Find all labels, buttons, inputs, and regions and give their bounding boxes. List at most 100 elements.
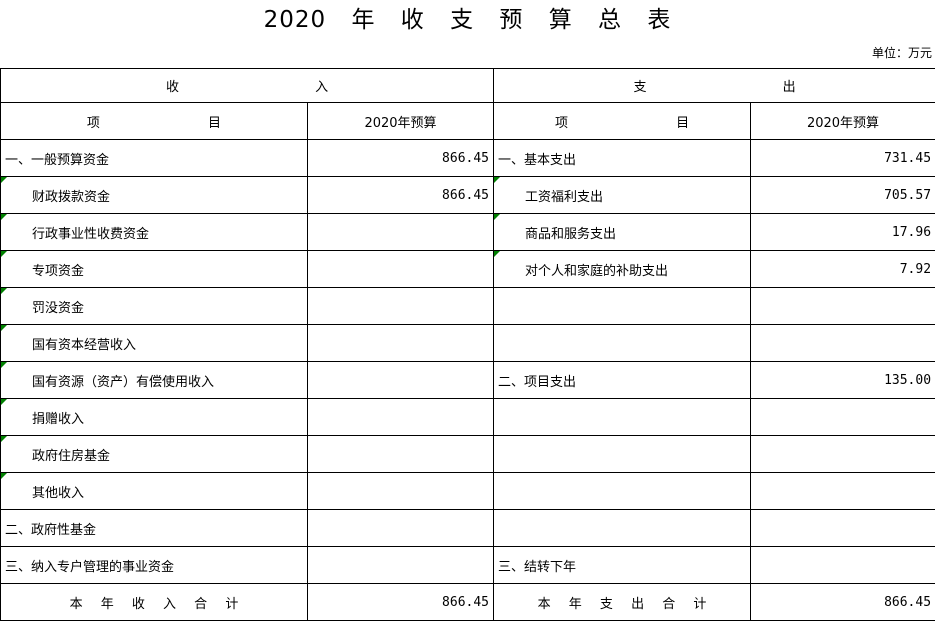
budget-table: 收 入 支 出 项 目 2020年预算 项 目 2020年预算 一、一般预算资金…: [0, 68, 935, 621]
totals-row: 本 年 收 入 合 计 866.45 本 年 支 出 合 计 866.45: [1, 584, 935, 621]
income-item-label: 罚没资金: [1, 297, 84, 316]
green-corner-marker-icon: [1, 214, 7, 220]
expense-item-cell: 一、基本支出: [494, 140, 751, 177]
expense-value-cell: 705.57: [751, 177, 935, 214]
page-title: 2020 年 收 支 预 算 总 表: [0, 5, 935, 35]
income-item-label: 二、政府性基金: [1, 519, 96, 538]
unit-label: 单位：万元: [0, 46, 932, 60]
expense-item-cell: 商品和服务支出: [494, 214, 751, 251]
income-item-label: 国有资本经营收入: [1, 334, 136, 353]
expense-item-cell: 工资福利支出: [494, 177, 751, 214]
income-item-cell: 二、政府性基金: [1, 510, 308, 547]
income-item-cell: 三、纳入专户管理的事业资金: [1, 547, 308, 584]
income-item-label: 政府住房基金: [1, 445, 110, 464]
green-corner-marker-icon: [1, 288, 7, 294]
table-row: 行政事业性收费资金 商品和服务支出 17.96: [1, 214, 935, 251]
income-value-cell: [308, 547, 494, 584]
income-item-label: 一、一般预算资金: [1, 149, 109, 168]
income-value-cell: [308, 510, 494, 547]
expense-item-label: 三、结转下年: [494, 556, 576, 575]
green-corner-marker-icon: [494, 251, 500, 257]
expense-value-cell: 731.45: [751, 140, 935, 177]
expense-item-cell: [494, 288, 751, 325]
expense-value-cell: 17.96: [751, 214, 935, 251]
expense-value-cell: [751, 399, 935, 436]
expense-item-cell: 二、项目支出: [494, 362, 751, 399]
green-corner-marker-icon: [494, 214, 500, 220]
income-item-column-header: 项 目: [1, 103, 308, 140]
expense-budget-column-header: 2020年预算: [751, 103, 935, 140]
expense-total-label: 本 年 支 出 合 计: [538, 593, 707, 612]
expense-item-label: 商品和服务支出: [494, 223, 616, 242]
income-total-label: 本 年 收 入 合 计: [70, 593, 239, 612]
green-corner-marker-icon: [1, 325, 7, 331]
income-item-label: 行政事业性收费资金: [1, 223, 149, 242]
table-row: 二、政府性基金: [1, 510, 935, 547]
income-item-cell: 罚没资金: [1, 288, 308, 325]
income-value-cell: [308, 251, 494, 288]
table-row: 其他收入: [1, 473, 935, 510]
table-row: 专项资金 对个人和家庭的补助支出 7.92: [1, 251, 935, 288]
income-total-value-cell: 866.45: [308, 584, 494, 621]
expense-item-cell: [494, 399, 751, 436]
income-value-cell: [308, 325, 494, 362]
column-header-row: 项 目 2020年预算 项 目 2020年预算: [1, 103, 935, 140]
expense-item-cell: [494, 473, 751, 510]
income-item-cell: 国有资本经营收入: [1, 325, 308, 362]
green-corner-marker-icon: [1, 436, 7, 442]
expense-value-cell: [751, 547, 935, 584]
table-row: 捐赠收入: [1, 399, 935, 436]
income-item-cell: 国有资源（资产）有偿使用收入: [1, 362, 308, 399]
expense-value-cell: [751, 325, 935, 362]
income-item-label: 专项资金: [1, 260, 84, 279]
expense-value-cell: [751, 436, 935, 473]
income-item-cell: 财政拨款资金: [1, 177, 308, 214]
income-item-cell: 捐赠收入: [1, 399, 308, 436]
expense-total-label-cell: 本 年 支 出 合 计: [494, 584, 751, 621]
expense-item-label: 对个人和家庭的补助支出: [494, 260, 668, 279]
expense-item-cell: 对个人和家庭的补助支出: [494, 251, 751, 288]
table-row: 三、纳入专户管理的事业资金 三、结转下年: [1, 547, 935, 584]
income-value-cell: [308, 288, 494, 325]
income-item-cell: 其他收入: [1, 473, 308, 510]
income-item-cell: 专项资金: [1, 251, 308, 288]
table-row: 政府住房基金: [1, 436, 935, 473]
expense-item-label: 工资福利支出: [494, 186, 603, 205]
income-item-cell: 政府住房基金: [1, 436, 308, 473]
income-item-cell: 行政事业性收费资金: [1, 214, 308, 251]
expense-value-cell: [751, 288, 935, 325]
income-budget-column-header: 2020年预算: [308, 103, 494, 140]
table-row: 国有资本经营收入: [1, 325, 935, 362]
income-item-label: 国有资源（资产）有偿使用收入: [1, 371, 214, 390]
expense-item-label: 一、基本支出: [494, 149, 576, 168]
income-item-label: 三、纳入专户管理的事业资金: [1, 556, 174, 575]
expense-value-cell: 7.92: [751, 251, 935, 288]
income-section-header: 收 入: [1, 69, 494, 103]
expense-item-cell: 三、结转下年: [494, 547, 751, 584]
table-row: 国有资源（资产）有偿使用收入 二、项目支出 135.00: [1, 362, 935, 399]
income-item-label: 其他收入: [1, 482, 84, 501]
expense-value-cell: 135.00: [751, 362, 935, 399]
green-corner-marker-icon: [494, 177, 500, 183]
income-item-label: 捐赠收入: [1, 408, 84, 427]
expense-value-cell: [751, 473, 935, 510]
expense-item-cell: [494, 436, 751, 473]
green-corner-marker-icon: [1, 362, 7, 368]
expense-section-header: 支 出: [494, 69, 935, 103]
income-value-cell: 866.45: [308, 140, 494, 177]
expense-item-cell: [494, 510, 751, 547]
green-corner-marker-icon: [1, 251, 7, 257]
income-value-cell: [308, 214, 494, 251]
income-value-cell: [308, 399, 494, 436]
table-row: 一、一般预算资金 866.45 一、基本支出 731.45: [1, 140, 935, 177]
expense-item-column-header: 项 目: [494, 103, 751, 140]
expense-total-value-cell: 866.45: [751, 584, 935, 621]
expense-item-cell: [494, 325, 751, 362]
income-item-label: 财政拨款资金: [1, 186, 110, 205]
table-row: 财政拨款资金 866.45 工资福利支出 705.57: [1, 177, 935, 214]
expense-value-cell: [751, 510, 935, 547]
green-corner-marker-icon: [1, 399, 7, 405]
table-row: 罚没资金: [1, 288, 935, 325]
green-corner-marker-icon: [1, 473, 7, 479]
income-total-label-cell: 本 年 收 入 合 计: [1, 584, 308, 621]
